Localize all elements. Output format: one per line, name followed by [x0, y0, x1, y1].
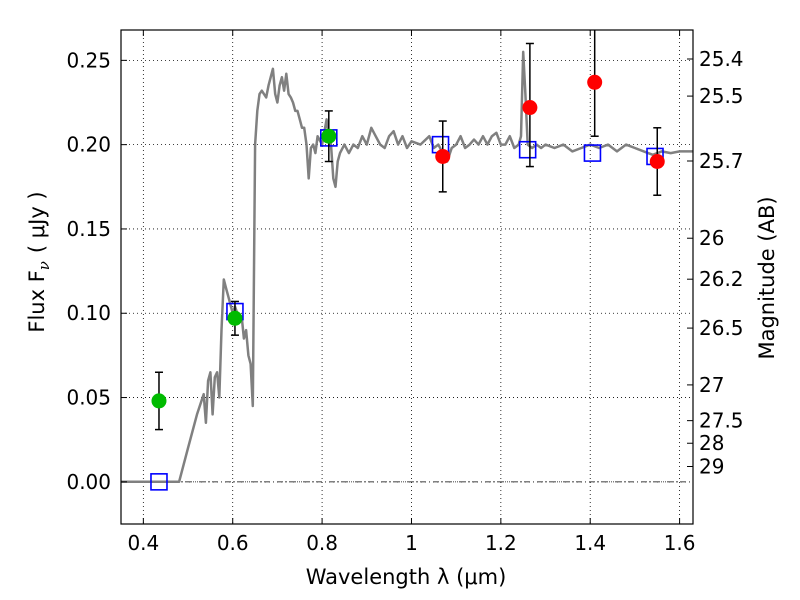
y-tick-label: 0.15: [66, 217, 111, 241]
magnitude-tick-label: 26: [699, 226, 724, 250]
magnitude-tick-label: 26.2: [699, 267, 744, 291]
magnitude-tick-label: 28: [699, 431, 724, 455]
plot-frame: [120, 29, 694, 525]
y-tick-label: 0.00: [66, 470, 111, 494]
observed-flux-point: [435, 148, 451, 164]
model-photometry-square: [150, 473, 168, 491]
grid-lines: [121, 30, 693, 524]
model-photometry-square: [518, 140, 537, 159]
x-tick-label: 0.8: [306, 531, 338, 555]
magnitude-tick-label: 25.4: [699, 47, 744, 71]
y-axis-ticks: 0.00 0.05 0.10 0.15 0.20 0.25: [66, 48, 127, 494]
magnitude-axis-label: Magnitude (AB): [755, 196, 779, 359]
x-tick-label: 1.6: [664, 531, 696, 555]
x-tick-label: 1.2: [485, 531, 517, 555]
x-axis-label: Wavelength λ (μm): [306, 565, 507, 589]
y-axis-label: Flux Fν ( μJy ): [25, 191, 53, 332]
y-axis-label-text: Flux F: [25, 270, 49, 332]
observed-flux-point: [522, 100, 538, 116]
y-axis-label-unit: ( μJy ): [25, 191, 49, 253]
x-tick-label: 1: [405, 531, 418, 555]
magnitude-tick-label: 29: [699, 455, 724, 479]
observed-flux-point: [587, 74, 603, 90]
observed-flux-point: [227, 310, 243, 326]
x-tick-label: 1.4: [574, 531, 606, 555]
y-axis-label-subscript: ν: [35, 261, 53, 270]
model-photometry-square: [583, 144, 602, 162]
y-tick-label: 0.20: [66, 133, 111, 157]
x-tick-label: 0.4: [127, 531, 159, 555]
model-spectrum-line: [121, 50, 693, 484]
magnitude-tick-label: 27: [699, 373, 724, 397]
magnitude-tick-label: 27.5: [699, 409, 744, 433]
x-axis-ticks: 0.4 0.6 0.8 1 1.2 1.4 1.6: [127, 30, 696, 555]
observed-flux-point: [321, 128, 337, 144]
magnitude-tick-label: 26.5: [699, 316, 744, 340]
plot-area: [121, 30, 693, 491]
magnitude-tick-label: 25.5: [699, 84, 744, 108]
y-tick-label: 0.10: [66, 301, 111, 325]
y-tick-label: 0.05: [66, 386, 111, 410]
y-tick-label: 0.25: [66, 48, 111, 72]
observed-flux-point: [649, 154, 665, 170]
magnitude-tick-label: 25.7: [699, 149, 744, 173]
x-tick-label: 0.6: [217, 531, 249, 555]
observed-flux-point: [151, 393, 167, 409]
